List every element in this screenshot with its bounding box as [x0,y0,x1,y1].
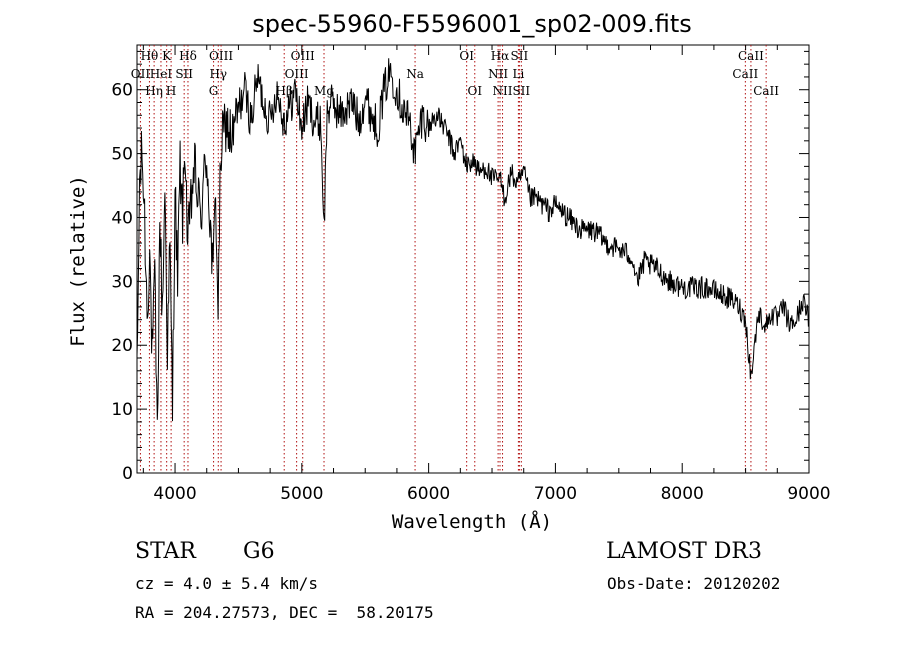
object-subclass: G6 [243,539,275,564]
coordinates: RA = 204.27573, DEC = 58.20175 [135,603,434,622]
survey-name: LAMOST DR3 [606,539,762,564]
object-class: STAR [135,539,196,564]
line-marker-label-2: Hη [145,84,163,98]
y-tick-label-3: 30 [111,272,133,292]
x-tick-label-1: 5000 [280,484,323,504]
line-marker-label-4: HeI [150,67,173,81]
line-marker-label-11: OIII [291,49,315,63]
y-tick-label-5: 50 [111,145,133,165]
line-marker-label-6: SII [175,67,193,81]
x-tick-label-4: 8000 [661,484,704,504]
y-axis-label: Flux (relative) [67,175,89,347]
line-marker-label-10: G [209,84,219,98]
line-marker-label-5: H [166,84,176,98]
axis-ticks: 4000 5000 6000 7000 8000 9000 0 10 20 30 40 50 60 [111,45,831,504]
line-marker-label-17: OI [467,84,482,98]
line-marker-label-25: CaII [732,67,758,81]
spectral-line-markers [139,45,767,473]
line-marker-label-8: OIII [209,49,233,63]
line-marker-label-14: Mg [314,84,334,98]
spectral-line-labels: Hθ OII Hη K HeI H SII Hδ OIII Hγ G OIII OIII Hβ Mg Na OI… [131,49,780,98]
x-tick-label-5: 9000 [787,484,830,504]
line-marker-label-7: Hδ [179,49,197,63]
y-tick-label-1: 10 [111,400,133,420]
line-marker-label-21: SII [511,49,529,63]
line-marker-label-24: CaII [738,49,764,63]
line-marker-label-3: K [162,49,172,63]
line-marker-label-0: Hθ [141,49,159,63]
line-marker-label-16: OI [459,49,474,63]
y-tick-label-4: 40 [111,208,133,228]
line-marker-label-23: SII [512,84,530,98]
y-tick-label-2: 20 [111,336,133,356]
line-marker-label-26: CaII [753,84,779,98]
line-marker-label-20: NII [493,84,513,98]
line-marker-label-18: Hα [491,49,510,63]
obs-date: Obs-Date: 20120202 [607,574,781,593]
line-marker-label-19: NII [488,67,508,81]
x-axis-label: Wavelength (Å) [392,510,552,533]
y-tick-label-6: 60 [111,81,133,101]
x-tick-label-0: 4000 [153,484,196,504]
redshift-text: cz = 4.0 ± 5.4 km/s [135,574,319,593]
line-marker-label-15: Na [406,67,424,81]
line-marker-label-9: Hγ [209,67,227,81]
y-tick-label-0: 0 [122,464,133,484]
plot-frame [136,44,810,474]
line-marker-label-12: OIII [285,67,309,81]
chart-title: spec-55960-F5596001_sp02-009.fits [252,10,691,38]
flux-line [136,58,810,422]
line-marker-label-13: Hβ [276,84,293,98]
line-marker-label-1: OII [131,67,151,81]
x-tick-label-3: 7000 [534,484,577,504]
x-tick-label-2: 6000 [407,484,450,504]
line-marker-label-22: Li [512,67,524,81]
